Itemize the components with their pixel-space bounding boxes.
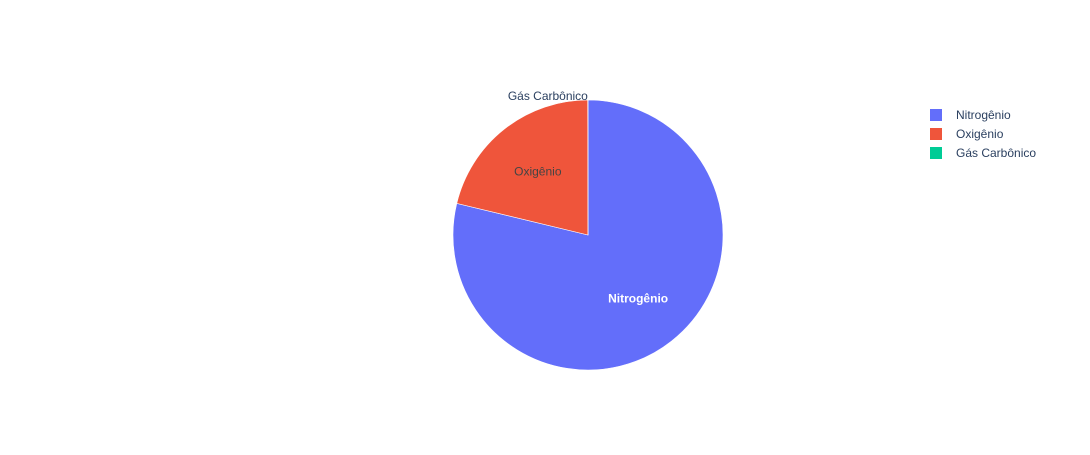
- legend-swatch: [930, 128, 942, 140]
- legend-swatch: [930, 109, 942, 121]
- legend-item-gas-carbonico[interactable]: Gás Carbônico: [930, 143, 1036, 162]
- legend: Nitrogênio Oxigênio Gás Carbônico: [930, 105, 1036, 162]
- legend-label: Gás Carbônico: [956, 146, 1036, 160]
- legend-label: Nitrogênio: [956, 108, 1011, 122]
- legend-item-nitrogenio[interactable]: Nitrogênio: [930, 105, 1036, 124]
- slice-label-gas-carbonico: Gás Carbônico: [508, 89, 588, 103]
- legend-swatch: [930, 147, 942, 159]
- slice-label-oxigenio: Oxigênio: [514, 164, 562, 178]
- legend-item-oxigenio[interactable]: Oxigênio: [930, 124, 1036, 143]
- slice-label-nitrogenio: Nitrogênio: [608, 292, 668, 306]
- legend-label: Oxigênio: [956, 127, 1003, 141]
